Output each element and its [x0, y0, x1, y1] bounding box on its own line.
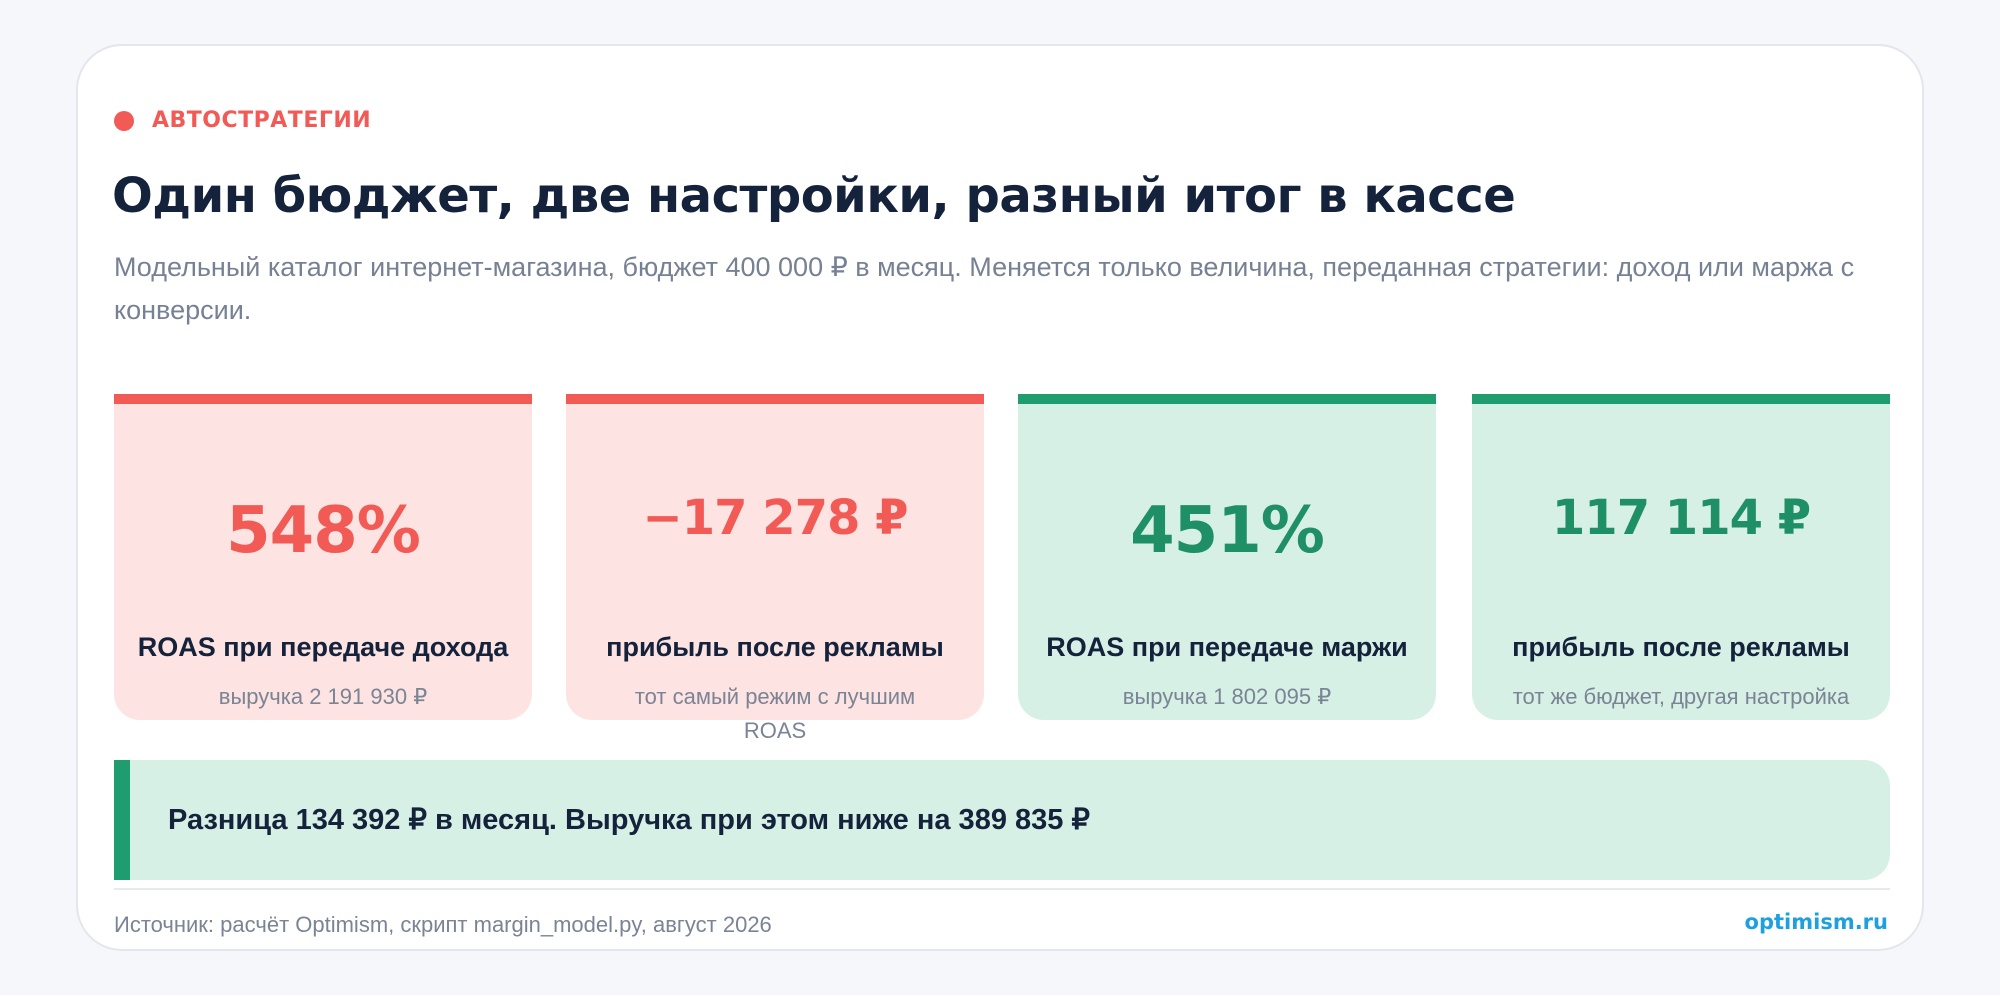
brand-link[interactable]: optimism.ru [1744, 910, 1888, 934]
stat-note: выручка 2 191 930 ₽ [218, 684, 428, 709]
stat-card-profit-margin: 117 114 ₽ прибыль после рекламы тот же б… [1472, 394, 1890, 720]
stat-note: тот же бюджет, другая настройка [1512, 684, 1850, 709]
stat-note: выручка 1 802 095 ₽ [1122, 684, 1332, 709]
red-dot-icon [114, 110, 134, 131]
summary-callout: Разница 134 392 ₽ в месяц. Выручка при э… [114, 760, 1890, 880]
stat-card-roas-margin: 451% ROAS при передаче маржи выручка 1 8… [1018, 394, 1436, 720]
category-label: АВТОСТРАТЕГИИ [152, 108, 372, 133]
infographic-card: АВТОСТРАТЕГИИ Один бюджет, две настройки… [76, 44, 1924, 951]
stat-value: 548% [226, 494, 421, 568]
stat-card-roas-revenue: 548% ROAS при передаче дохода выручка 2 … [114, 394, 532, 720]
page-subtitle: Модельный каталог интернет-магазина, бюд… [114, 252, 1855, 325]
stat-value: −17 278 ₽ [642, 490, 908, 546]
stat-top-bar [1018, 394, 1436, 404]
stat-top-bar [114, 394, 532, 404]
callout-text: Разница 134 392 ₽ в месяц. Выручка при э… [168, 804, 1090, 836]
callout-accent-bar [114, 760, 130, 880]
stat-card-profit-revenue: −17 278 ₽ прибыль после рекламы тот самы… [566, 394, 984, 743]
stat-top-bar [1472, 394, 1890, 404]
footer-divider [114, 888, 1890, 890]
stat-note: тот самый режим с лучшим ROAS [634, 684, 916, 743]
stat-value: 451% [1130, 494, 1325, 568]
stat-cards: 548% ROAS при передаче дохода выручка 2 … [114, 394, 1890, 743]
stat-value: 117 114 ₽ [1551, 490, 1811, 546]
stat-label: ROAS при передаче дохода [137, 632, 509, 662]
source-note: Источник: расчёт Optimism, скрипт margin… [114, 912, 772, 937]
stat-top-bar [566, 394, 984, 404]
stat-label: прибыль после рекламы [606, 632, 944, 662]
stat-label: прибыль после рекламы [1512, 632, 1850, 662]
page-title: Один бюджет, две настройки, разный итог … [112, 168, 1516, 224]
category-tag: АВТОСТРАТЕГИИ [114, 108, 371, 133]
stat-label: ROAS при передаче маржи [1046, 632, 1408, 662]
